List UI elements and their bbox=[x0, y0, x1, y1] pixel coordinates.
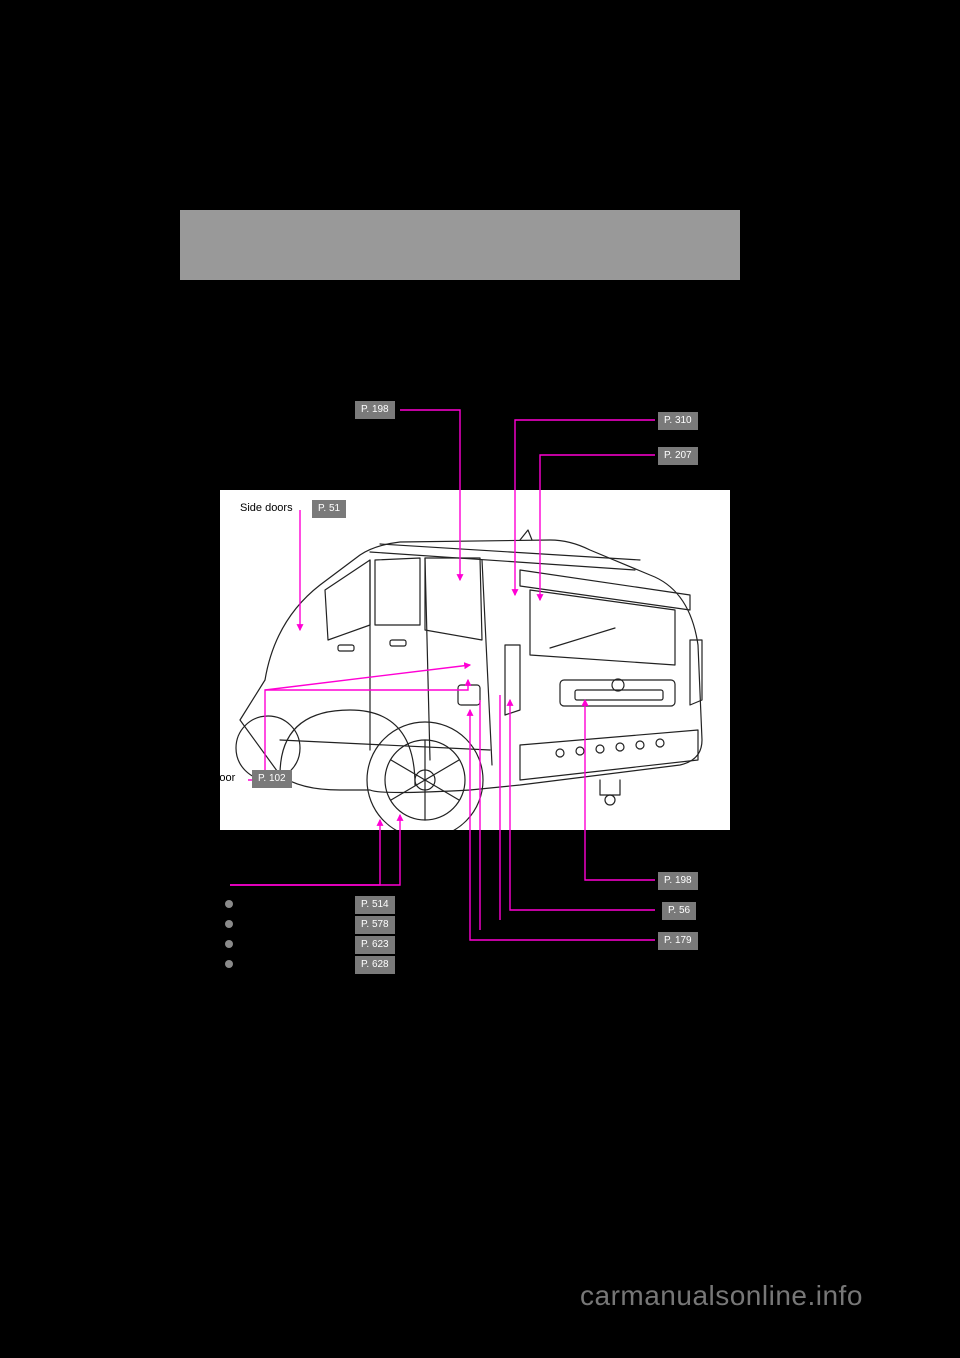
ref-bullet-4: P. 628 bbox=[355, 956, 395, 974]
pictorial-index-diagram: Side doors P. 51 P. 198 P. 310 P. 207 fi… bbox=[180, 390, 740, 1090]
ref-right-179: P. 179 bbox=[658, 932, 698, 950]
bullet-icon bbox=[225, 900, 233, 908]
ref-right-56: P. 56 bbox=[662, 902, 696, 920]
ref-bullet-2: P. 578 bbox=[355, 916, 395, 934]
tire-bullet-3 bbox=[225, 940, 233, 948]
bullet-icon bbox=[225, 940, 233, 948]
ref-right-198: P. 198 bbox=[658, 872, 698, 890]
ref-bullet-1: P. 514 bbox=[355, 896, 395, 914]
label-filler-door: filler door bbox=[190, 772, 235, 784]
manual-page: Side doors P. 51 P. 198 P. 310 P. 207 fi… bbox=[180, 210, 780, 1110]
bullet-icon bbox=[225, 920, 233, 928]
bullet-icon bbox=[225, 960, 233, 968]
ref-top-center: P. 198 bbox=[355, 401, 395, 419]
label-side-doors: Side doors bbox=[240, 502, 293, 514]
watermark-text: carmanualsonline.info bbox=[580, 1280, 863, 1312]
tire-bullet-4 bbox=[225, 960, 233, 968]
vehicle-illustration bbox=[220, 490, 730, 830]
ref-p207: P. 207 bbox=[658, 447, 698, 465]
ref-filler-door: P. 102 bbox=[252, 770, 292, 788]
tire-bullet-2 bbox=[225, 920, 233, 928]
ref-side-doors: P. 51 bbox=[312, 500, 346, 518]
title-bar bbox=[180, 210, 740, 280]
suv-line-art bbox=[220, 490, 730, 830]
ref-bullet-3: P. 623 bbox=[355, 936, 395, 954]
tire-bullet-1 bbox=[225, 900, 233, 908]
ref-p310: P. 310 bbox=[658, 412, 698, 430]
